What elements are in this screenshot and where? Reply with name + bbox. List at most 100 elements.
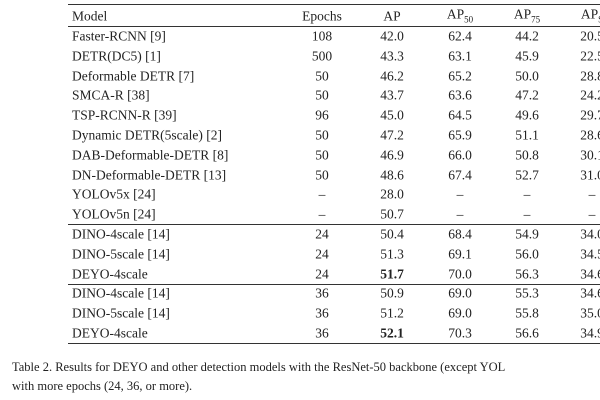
model-name: DETR(DC5) [1] — [72, 48, 161, 64]
rule — [68, 4, 600, 5]
model-name: SMCA-R [38] — [72, 87, 150, 103]
table-cell: 31.0 — [580, 166, 600, 182]
table-cell: – — [523, 206, 531, 222]
table-cell: 62.4 — [448, 28, 472, 44]
table-cell: 45.9 — [515, 48, 539, 64]
table-cell: 24.2 — [580, 87, 600, 103]
caption-line: Table 2. Results for DEYO and other dete… — [12, 360, 506, 374]
table-cell: 55.3 — [515, 285, 539, 301]
column-header: AP50 — [446, 6, 474, 25]
table-cell: 48.6 — [380, 166, 404, 182]
table-cell: 51.3 — [380, 246, 404, 262]
table-cell: – — [588, 186, 596, 202]
table-cell: 24 — [315, 265, 329, 281]
table-cell: 50.9 — [380, 285, 404, 301]
table-cell: 56.6 — [515, 325, 539, 341]
model-name: YOLOv5x [24] — [72, 186, 156, 202]
rule — [68, 26, 600, 27]
model-name: DINO-4scale [14] — [72, 285, 170, 301]
model-name: DINO-4scale [14] — [72, 226, 170, 242]
table-cell: 51.7 — [380, 265, 404, 281]
table-cell: 22.5 — [580, 48, 600, 64]
rule — [68, 342, 600, 344]
table-cell: 35.0 — [580, 305, 600, 321]
table-cell: 29.7 — [580, 107, 600, 123]
table-cell: 28.0 — [380, 186, 404, 202]
model-name: DAB-Deformable-DETR [8] — [72, 147, 229, 163]
table-cell: 50.8 — [515, 147, 539, 163]
table-cell: 69.1 — [448, 246, 472, 262]
column-header: APS — [580, 6, 600, 25]
table-cell: 51.2 — [380, 305, 404, 321]
table-cell: 36 — [315, 325, 329, 341]
table-cell: 52.1 — [380, 325, 404, 341]
table-cell: 36 — [315, 285, 329, 301]
table-cell: 96 — [315, 107, 329, 123]
table-cell: 46.2 — [380, 67, 404, 83]
table-cell: 50 — [315, 127, 329, 143]
column-header: AP — [383, 9, 400, 23]
model-name: DINO-5scale [14] — [72, 246, 170, 262]
column-header: Epochs — [302, 9, 342, 23]
table-cell: 67.4 — [448, 166, 472, 182]
header-sub: 50 — [464, 14, 474, 25]
table-cell: 65.2 — [448, 67, 472, 83]
table-cell: 50 — [315, 87, 329, 103]
table-cell: 69.0 — [448, 285, 472, 301]
table-cell: 63.6 — [448, 87, 472, 103]
table-cell: 63.1 — [448, 48, 472, 64]
table-cell: 50.7 — [380, 206, 404, 222]
column-header: AP75 — [513, 6, 540, 25]
table-cell: 52.7 — [515, 166, 539, 182]
table-cell: 34.6 — [580, 265, 600, 281]
table-cell: 66.0 — [448, 147, 472, 163]
table-cell: 68.4 — [448, 226, 472, 242]
table-cell: 108 — [311, 28, 333, 44]
table-cell: 42.0 — [380, 28, 404, 44]
header-text: AP — [513, 6, 532, 22]
table-cell: 49.6 — [515, 107, 539, 123]
table-cell: 28.6 — [580, 127, 600, 143]
model-name: YOLOv5n [24] — [72, 206, 156, 222]
table-cell: 24 — [315, 246, 329, 262]
table-cell: 65.9 — [448, 127, 472, 143]
header-text: AP — [580, 6, 599, 22]
model-name: TSP-RCNN-R [39] — [72, 107, 177, 123]
header-sub: S — [598, 14, 600, 24]
table-cell: 36 — [315, 305, 329, 321]
model-name: Dynamic DETR(5scale) [2] — [72, 127, 222, 143]
header-text: Model — [72, 8, 108, 24]
table-cell: – — [318, 186, 326, 202]
table-cell: – — [456, 206, 464, 222]
table-cell: 45.0 — [380, 107, 404, 123]
table-cell: 56.0 — [515, 246, 539, 262]
table-cell: – — [318, 206, 326, 222]
table-cell: 24 — [315, 226, 329, 242]
header-text: AP — [446, 6, 465, 22]
table-cell: – — [523, 186, 531, 202]
caption-line: with more epochs (24, 36, or more). — [12, 379, 193, 393]
table-cell: 34.0 — [580, 226, 600, 242]
table-cell: 34.5 — [580, 246, 600, 262]
table-cell: 50 — [315, 67, 329, 83]
table-cell: 44.2 — [515, 28, 539, 44]
table-cell: 43.3 — [380, 48, 404, 64]
table-cell: – — [588, 206, 596, 222]
table-cell: 47.2 — [515, 87, 539, 103]
header-text: AP — [383, 8, 401, 24]
table-cell: 50.4 — [380, 226, 404, 242]
table-cell: 64.5 — [448, 107, 472, 123]
table-cell: 20.5 — [580, 28, 600, 44]
table-cell: 47.2 — [380, 127, 404, 143]
table-cell: 69.0 — [448, 305, 472, 321]
table-cell: 55.8 — [515, 305, 539, 321]
model-name: DN-Deformable-DETR [13] — [72, 166, 227, 182]
table-cell: 50 — [315, 166, 329, 182]
table-cell: 50.0 — [515, 67, 539, 83]
model-name: DEYO-4scale — [72, 325, 148, 341]
table-cell: 34.9 — [580, 325, 600, 341]
table-cell: 500 — [311, 48, 333, 64]
rule — [68, 283, 600, 285]
table-cell: 28.8 — [580, 67, 600, 83]
